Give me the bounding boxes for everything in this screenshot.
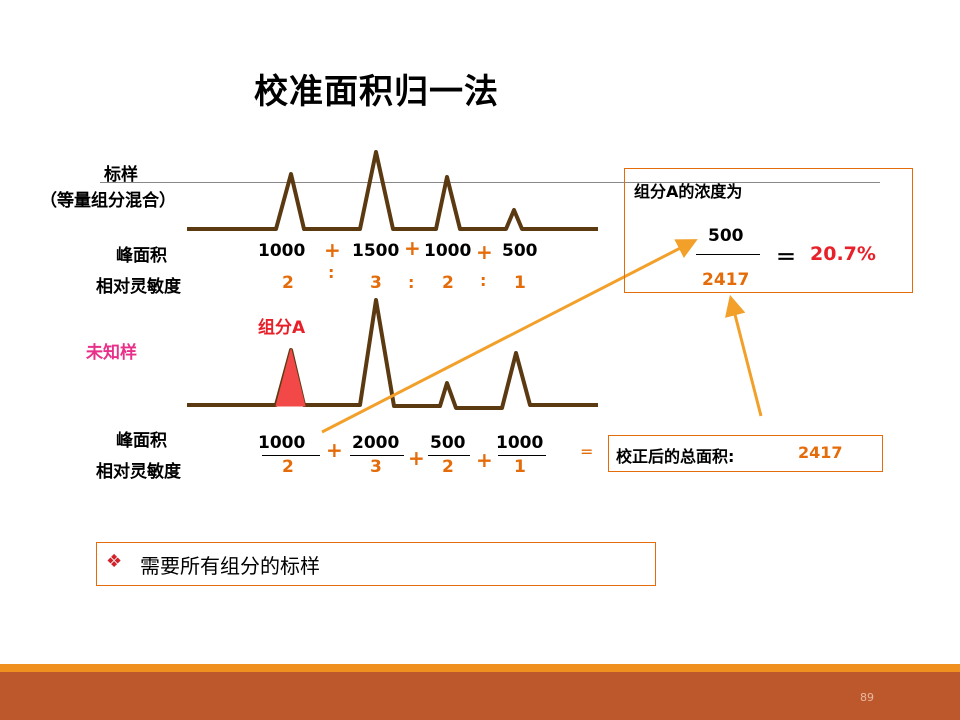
unknown-num-2: 2000 [352, 433, 400, 453]
standard-label: 标样 [104, 165, 138, 185]
page-number: 89 [860, 691, 874, 704]
guide-line [100, 182, 880, 183]
unknown-label: 未知样 [86, 343, 137, 363]
component-a-label: 组分A [258, 318, 306, 338]
standard-plus-3: + [476, 240, 493, 264]
unknown-plus-3: + [476, 448, 493, 472]
standard-plus-1: + [324, 238, 341, 262]
unknown-num-4: 1000 [496, 433, 544, 453]
fraction-line-3 [428, 455, 470, 456]
unknown-den-2: 3 [370, 457, 382, 477]
unknown-plus-2: + [408, 446, 425, 470]
unknown-num-1: 1000 [258, 433, 306, 453]
unknown-trace [187, 298, 598, 410]
result-value: 20.7% [810, 243, 876, 265]
standard-sublabel: （等量组分混合） [40, 191, 176, 211]
unknown-equals: = [580, 442, 594, 461]
total-area-value: 2417 [798, 443, 843, 462]
note-text: 需要所有组分的标样 [140, 554, 320, 578]
standard-sensitivity-label: 相对灵敏度 [96, 277, 181, 297]
unknown-den-3: 2 [442, 457, 454, 477]
unknown-sensitivity-label: 相对灵敏度 [96, 462, 181, 482]
standard-peak-area-label: 峰面积 [116, 246, 167, 266]
standard-colon-1: : [328, 263, 335, 282]
component-a-peak [275, 348, 306, 407]
standard-area-4: 500 [502, 241, 538, 261]
total-area-label: 校正后的总面积: [616, 447, 735, 466]
result-denominator: 2417 [702, 270, 750, 290]
result-equals: ＝ [776, 245, 796, 269]
standard-sens-2: 3 [370, 273, 382, 293]
arrow-to-denominator [725, 294, 763, 417]
total-area-box [608, 435, 883, 472]
standard-sens-3: 2 [442, 273, 454, 293]
unknown-den-4: 1 [514, 457, 526, 477]
page-title: 校准面积归一法 [254, 72, 499, 112]
result-numerator: 500 [708, 226, 744, 246]
unknown-plus-1: + [326, 438, 343, 462]
bullet-icon: ❖ [106, 551, 123, 572]
fraction-line-4 [498, 455, 546, 456]
standard-sens-1: 2 [282, 273, 294, 293]
standard-area-2: 1500 [352, 241, 400, 261]
unknown-den-1: 2 [282, 457, 294, 477]
standard-area-3: 1000 [424, 241, 472, 261]
standard-area-1: 1000 [258, 241, 306, 261]
unknown-peak-area-label: 峰面积 [116, 431, 167, 451]
standard-plus-2: + [404, 236, 421, 260]
result-box [624, 168, 913, 293]
standard-colon-2: : [408, 273, 415, 292]
result-fraction-line [696, 254, 760, 255]
arrow-to-numerator [321, 239, 698, 434]
standard-trace [187, 150, 598, 231]
standard-colon-3: : [480, 271, 487, 290]
fraction-line-2 [350, 455, 404, 456]
standard-sens-4: 1 [514, 273, 526, 293]
note-box [96, 542, 656, 586]
result-box-title: 组分A的浓度为 [634, 182, 743, 201]
footer-accent-bar [0, 664, 960, 672]
unknown-num-3: 500 [430, 433, 466, 453]
footer-bar [0, 672, 960, 720]
fraction-line-1 [262, 455, 320, 456]
